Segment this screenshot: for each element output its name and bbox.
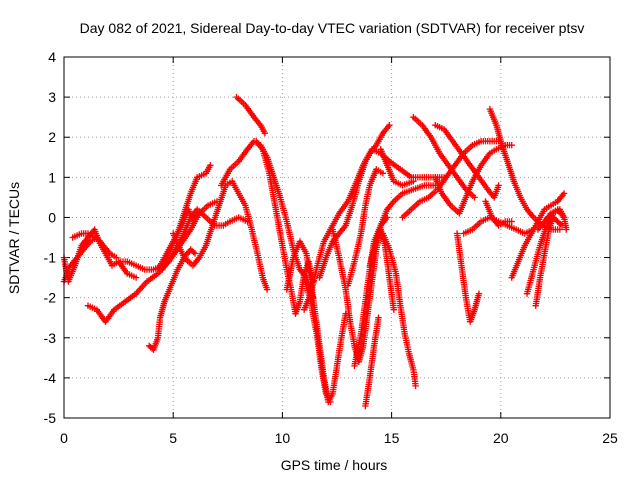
- data-point: [261, 130, 269, 137]
- series-arc-06: [146, 246, 199, 353]
- series-arc-24: [377, 146, 417, 189]
- y-axis-title: SDTVAR / TECUs: [6, 182, 22, 294]
- y-tick-label: -2: [44, 290, 57, 306]
- y-tick-label: -1: [44, 250, 57, 266]
- plot-frame: [63, 56, 611, 419]
- y-tick-label: 1: [48, 169, 56, 185]
- data-point: [191, 250, 199, 257]
- series-arc-13: [253, 138, 317, 317]
- series-arc-23: [379, 230, 419, 390]
- data-point: [560, 190, 568, 197]
- series-arc-12: [233, 93, 269, 137]
- x-tick-label: 20: [493, 430, 509, 446]
- series-arc-17: [316, 146, 448, 281]
- data-point: [508, 142, 515, 149]
- series-arc-28: [432, 142, 515, 217]
- series-arc-22: [362, 314, 382, 410]
- data-point: [263, 286, 271, 293]
- data-point: [410, 178, 417, 185]
- y-tick-label: 3: [48, 89, 56, 105]
- data-point: [113, 254, 120, 261]
- x-tick-label: 25: [602, 430, 618, 446]
- series-arc-32: [486, 105, 563, 233]
- chart-title: Day 082 of 2021, Sidereal Day-to-day VTE…: [80, 20, 585, 36]
- y-tick-label: -3: [44, 330, 57, 346]
- y-tick-label: 4: [48, 49, 56, 65]
- data-point: [475, 290, 483, 297]
- series-arc-29: [453, 230, 483, 325]
- y-tick-label: 2: [48, 129, 56, 145]
- x-tick-label: 10: [275, 430, 291, 446]
- y-tick-label: 0: [48, 209, 56, 225]
- series-arc-08: [159, 162, 214, 273]
- series-arc-03: [69, 230, 98, 241]
- data-point: [132, 274, 140, 281]
- series-arc-15: [301, 274, 334, 406]
- data-point: [91, 234, 98, 241]
- series-arc-25: [410, 114, 478, 201]
- series-arc-33: [508, 190, 568, 281]
- data-point: [508, 218, 515, 225]
- data-point: [327, 398, 334, 406]
- x-tick-label: 0: [60, 430, 68, 446]
- series-arc-36: [534, 206, 570, 233]
- series-arc-35: [532, 214, 566, 309]
- series-arc-27: [432, 122, 502, 201]
- data-point: [471, 194, 478, 201]
- y-tick-label: -4: [44, 370, 57, 386]
- x-tick-label: 5: [169, 430, 177, 446]
- data-point: [375, 314, 382, 321]
- data-series: [60, 93, 570, 410]
- series-arc-10: [170, 178, 271, 293]
- data-point: [412, 382, 419, 390]
- x-axis-title: GPS time / hours: [281, 457, 388, 473]
- data-point: [207, 162, 214, 169]
- y-tick-label: -5: [44, 410, 57, 426]
- data-point: [379, 170, 387, 177]
- series-arc-19: [344, 166, 387, 289]
- data-point: [390, 306, 397, 313]
- data-point: [556, 226, 563, 233]
- data-point: [495, 182, 502, 189]
- data-point: [190, 249, 197, 256]
- series-arc-31: [482, 198, 515, 229]
- data-point: [386, 122, 393, 129]
- x-tick-label: 15: [384, 430, 400, 446]
- data-point: [563, 226, 570, 233]
